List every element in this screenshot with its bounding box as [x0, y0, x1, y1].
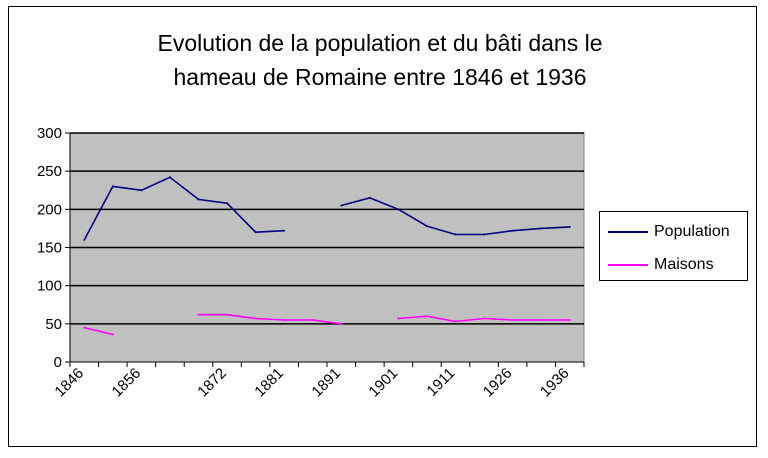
x-tick-label-1901: 1901: [366, 365, 402, 401]
x-tick-label-1872: 1872: [194, 365, 230, 401]
series-line-population-0: [83, 176, 285, 241]
data-point-population-1846: [83, 238, 86, 241]
y-tick-label-50: 50: [45, 316, 62, 333]
data-point-maisons-1901: [397, 317, 400, 320]
data-point-population-1872: [226, 202, 229, 205]
data-point-maisons-1936: [568, 319, 571, 322]
data-point-population-1876: [254, 231, 257, 234]
legend-item-population: Population: [608, 222, 730, 242]
legend-swatch-maisons: [608, 264, 648, 266]
data-point-maisons-1926: [511, 319, 514, 322]
data-point-population-1851: [111, 185, 114, 188]
legend-item-maisons: Maisons: [608, 255, 714, 275]
data-point-population-1906: [425, 225, 428, 228]
data-point-maisons-1931: [540, 319, 543, 322]
data-point-population-1861: [168, 176, 171, 179]
data-point-population-1881: [283, 229, 286, 232]
y-tick-label-200: 200: [37, 201, 62, 218]
data-point-population-1891: [340, 204, 343, 207]
data-point-population-1866: [197, 198, 200, 201]
data-point-maisons-1886: [311, 319, 314, 322]
data-point-maisons-1866: [197, 313, 200, 316]
data-point-maisons-1906: [425, 315, 428, 318]
series-line-maisons-1: [198, 313, 342, 325]
x-tick-label-1911: 1911: [423, 365, 458, 400]
data-point-maisons-1851: [111, 333, 114, 336]
series-line-maisons-0: [84, 326, 113, 336]
data-point-maisons-1921: [483, 317, 486, 320]
data-point-maisons-1911: [454, 320, 457, 323]
data-point-maisons-1876: [254, 317, 257, 320]
data-point-population-1901: [397, 208, 400, 211]
data-point-population-1896: [368, 196, 371, 199]
legend-swatch-population: [608, 231, 648, 233]
x-tick-label-1926: 1926: [480, 365, 516, 401]
y-tick-label-0: 0: [54, 354, 62, 371]
data-point-population-1926: [511, 229, 514, 232]
legend: Population Maisons: [599, 211, 748, 281]
data-point-population-1931: [540, 227, 543, 230]
data-point-population-1856: [140, 189, 143, 192]
legend-label-maisons: Maisons: [654, 256, 714, 273]
x-tick-label-1881: 1881: [251, 365, 287, 401]
x-tick-label-1891: 1891: [308, 365, 344, 401]
y-tick-label-100: 100: [37, 278, 62, 295]
chart-title: Evolution de la population et du bâti da…: [157, 30, 603, 90]
data-point-population-1911: [454, 233, 457, 236]
data-point-population-1921: [483, 233, 486, 236]
data-point-population-1936: [568, 225, 571, 228]
y-tick-label-250: 250: [37, 163, 62, 180]
data-point-maisons-1881: [283, 319, 286, 322]
legend-label-population: Population: [654, 223, 730, 240]
x-tick-label-1856: 1856: [109, 365, 145, 401]
data-point-maisons-1872: [226, 313, 229, 316]
data-point-maisons-1891: [340, 322, 343, 325]
data-point-maisons-1846: [83, 326, 86, 329]
x-tick-label-1936: 1936: [537, 365, 573, 401]
y-tick-label-300: 300: [37, 125, 62, 142]
y-tick-label-150: 150: [37, 240, 62, 257]
